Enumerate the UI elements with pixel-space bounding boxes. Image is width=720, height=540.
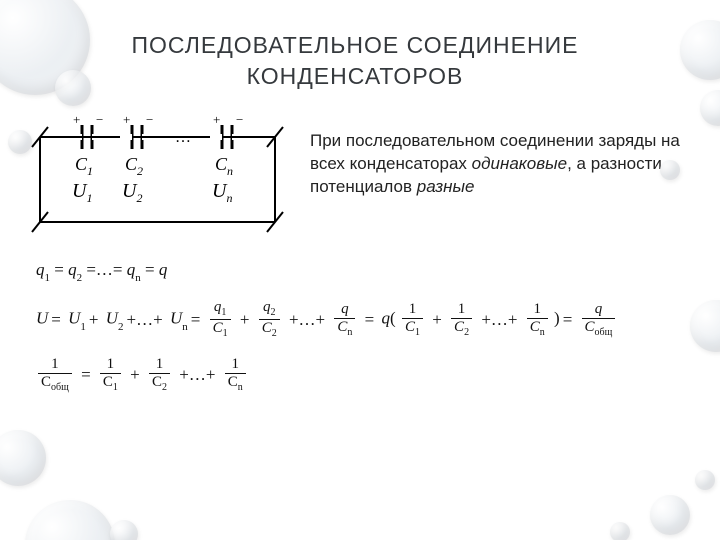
dots: … bbox=[175, 129, 191, 146]
formulas-block: q1 = q2 =…= qn = q U = U1 + U2+…+ Un = q… bbox=[30, 260, 680, 393]
circuit-svg: + − C1 U1 + − C2 U2 bbox=[30, 112, 285, 242]
svg-text:+: + bbox=[123, 112, 130, 127]
formula-reciprocal: 1Cобщ = 1C1 + 1C2 +…+ 1Cn bbox=[36, 357, 680, 393]
description-text: При последовательном соединении заряды н… bbox=[310, 112, 680, 199]
page-title: ПОСЛЕДОВАТЕЛЬНОЕ СОЕДИНЕНИЕ КОНДЕНСАТОРО… bbox=[75, 30, 635, 92]
circuit-diagram: + − C1 U1 + − C2 U2 bbox=[30, 112, 285, 242]
svg-text:+: + bbox=[213, 112, 220, 127]
svg-text:−: − bbox=[146, 112, 153, 127]
formula-voltage: U = U1 + U2+…+ Un = q1C1 + q2C2 +…+ qCn … bbox=[36, 300, 680, 339]
slide: ПОСЛЕДОВАТЕЛЬНОЕ СОЕДИНЕНИЕ КОНДЕНСАТОРО… bbox=[0, 0, 720, 540]
plus-sign: + bbox=[73, 112, 80, 127]
content-row: + − C1 U1 + − C2 U2 bbox=[30, 112, 680, 242]
desc-em1: одинаковые bbox=[472, 154, 567, 173]
formula-charges: q1 = q2 =…= qn = q bbox=[36, 260, 680, 282]
svg-text:−: − bbox=[236, 112, 243, 127]
desc-em2: разные bbox=[417, 177, 475, 196]
minus-sign: − bbox=[96, 112, 103, 127]
